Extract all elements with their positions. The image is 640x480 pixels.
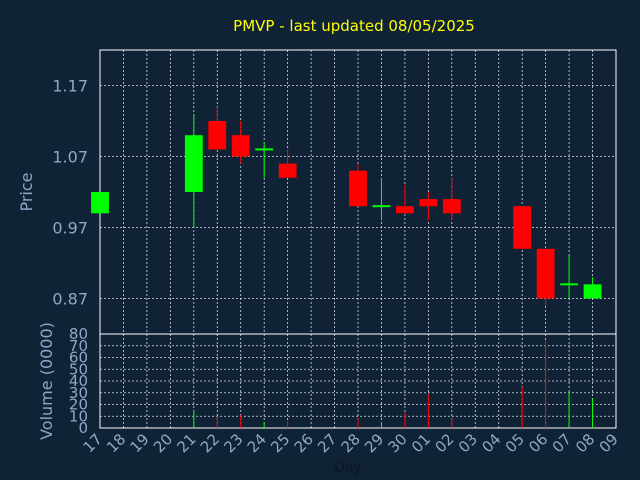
x-tick-label: 02 (431, 430, 457, 456)
price-tick-label: 0.87 (52, 290, 88, 309)
candle-body (91, 192, 109, 214)
candle-body (278, 163, 297, 178)
candle-body (208, 121, 227, 150)
x-tick-label: 30 (385, 430, 411, 456)
x-tick-label: 09 (596, 430, 622, 456)
candle-body (560, 283, 579, 286)
candle-body (442, 199, 461, 214)
x-tick-label: 22 (197, 430, 223, 456)
volume-tick-label: 20 (69, 396, 88, 414)
chart-title: PMVP - last updated 08/05/2025 (233, 17, 475, 35)
candle-body (231, 135, 250, 157)
x-tick-label: 21 (173, 430, 199, 456)
x-tick-label: 08 (572, 430, 598, 456)
price-tick-label: 0.97 (52, 219, 88, 238)
candle-body (536, 248, 555, 299)
x-tick-label: 20 (150, 430, 176, 456)
x-tick-label: 03 (455, 430, 481, 456)
volume-axis-label: Volume (0000) (37, 322, 56, 440)
x-tick-label: 05 (502, 430, 528, 456)
x-tick-label: 04 (478, 430, 504, 456)
price-tick-label: 1.07 (52, 148, 88, 167)
x-tick-label: 24 (244, 430, 270, 456)
volume-tick-label: 40 (69, 372, 88, 390)
x-tick-label: 28 (338, 430, 364, 456)
volume-tick-label: 0 (78, 419, 88, 437)
x-tick-label: 07 (549, 430, 575, 456)
candle-body (395, 206, 414, 214)
volume-tick-label: 70 (69, 337, 88, 355)
volume-tick-label: 80 (69, 325, 88, 343)
price-tick-label: 1.17 (52, 77, 88, 96)
x-tick-label: 18 (103, 430, 129, 456)
candle-body (513, 206, 532, 249)
x-tick-label: 29 (361, 430, 387, 456)
candle-body (419, 199, 438, 207)
candle-body (372, 205, 391, 208)
volume-tick-label: 10 (69, 407, 88, 425)
x-tick-label: 01 (408, 430, 434, 456)
candle-body (184, 135, 203, 192)
volume-tick-label: 60 (69, 349, 88, 367)
candle-body (349, 170, 367, 207)
volume-tick-label: 50 (69, 360, 88, 378)
volume-tick-label: 30 (69, 384, 88, 402)
x-axis: 1718192021222324252627282930010203040506… (80, 430, 622, 456)
price-panel: 1.17 1.07 0.97 0.87 (52, 49, 617, 335)
candle-body (255, 148, 274, 151)
candle-body (583, 284, 602, 299)
x-tick-label: 27 (314, 430, 340, 456)
x-tick-label: 26 (291, 430, 317, 456)
x-tick-label: 06 (525, 430, 551, 456)
x-tick-label: 19 (127, 430, 153, 456)
x-tick-label: 23 (220, 430, 246, 456)
x-axis-label: Day (334, 460, 362, 476)
x-tick-label: 25 (267, 430, 293, 456)
price-axis-label: Price (17, 172, 36, 211)
